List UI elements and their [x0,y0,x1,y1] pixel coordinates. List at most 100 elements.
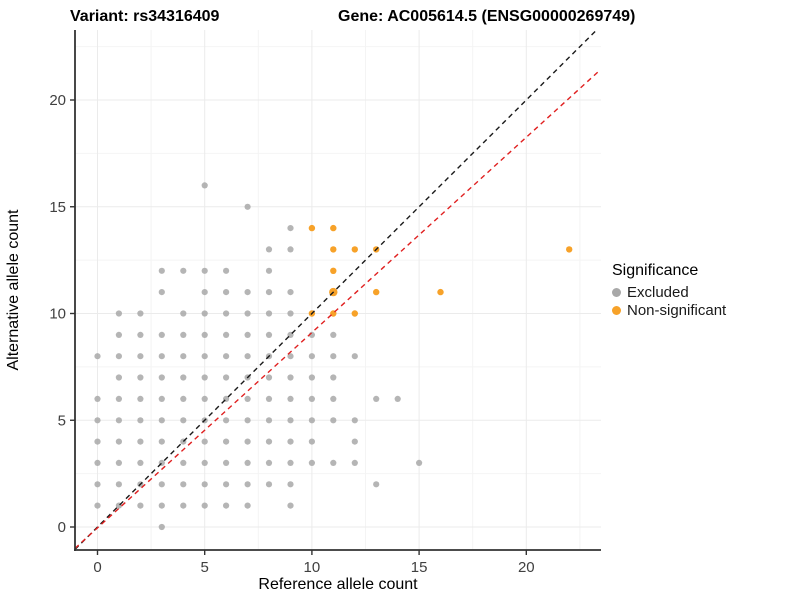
x-axis-label: Reference allele count [258,576,418,593]
data-point-excluded [158,289,165,296]
data-point-excluded [115,459,122,466]
data-point-excluded [201,438,208,445]
data-point-excluded [223,481,230,488]
data-point-excluded [180,374,187,381]
y-tick-label: 0 [58,519,66,536]
data-point-excluded [265,374,273,381]
data-point-excluded [287,353,294,360]
data-point-excluded [137,502,144,509]
data-point-excluded [201,331,208,338]
data-point-excluded [330,459,337,466]
data-point-excluded [265,438,273,445]
data-point-excluded [394,395,401,402]
data-point-excluded [115,374,122,381]
legend: Significance Excluded Non-significant [612,262,726,319]
data-point-excluded [287,395,294,402]
data-point-excluded [330,353,337,360]
data-point-excluded [201,353,208,360]
y-tick-label: 15 [49,199,66,216]
data-point-excluded [223,353,230,360]
data-point-excluded [244,417,251,424]
data-point-excluded [94,481,101,488]
data-point-excluded [94,417,101,424]
data-point-excluded [201,374,208,381]
data-point-excluded [201,310,208,317]
legend-label-excluded: Excluded [627,284,689,301]
fitted-line [75,71,599,549]
data-point-excluded [180,353,187,360]
data-point-excluded [201,459,208,466]
data-point-non-significant [330,246,337,253]
data-point-excluded [223,289,230,296]
legend-title: Significance [612,262,699,279]
data-point-excluded [223,459,230,466]
data-point-excluded [158,353,165,360]
data-point-excluded [244,481,251,488]
data-point-excluded [244,310,251,317]
data-point-excluded [115,353,122,360]
data-point-excluded [137,395,144,402]
legend-item-excluded: Excluded [612,284,726,301]
data-point-excluded [223,374,230,381]
data-point-excluded [287,417,294,424]
data-point-excluded [244,438,251,445]
data-point-excluded [351,353,358,360]
data-point-excluded [158,502,165,509]
data-point-excluded [223,267,230,274]
data-point-excluded [137,353,144,360]
data-point-excluded [137,374,144,381]
data-point-excluded [287,310,294,317]
data-point-excluded [94,438,101,445]
data-point-excluded [158,523,165,531]
data-point-excluded [287,225,294,232]
data-point-excluded [244,395,251,402]
data-point-excluded [308,353,315,360]
data-point-excluded [137,331,144,338]
data-point-excluded [265,481,273,488]
data-point-excluded [180,459,187,466]
data-point-excluded [244,502,251,509]
data-point-excluded [244,289,251,296]
data-point-excluded [265,331,273,338]
data-point-excluded [351,438,358,445]
data-point-excluded [201,182,208,189]
data-point-excluded [223,310,230,317]
data-point-excluded [137,310,144,317]
data-point-excluded [201,395,208,402]
data-point-excluded [265,310,273,317]
data-point-excluded [158,374,165,381]
data-point-excluded [308,438,315,445]
data-point-excluded [351,459,358,466]
data-point-excluded [223,417,230,424]
identity-line [75,30,598,550]
data-point-excluded [201,502,208,509]
data-point-excluded [180,481,187,488]
data-point-excluded [244,353,251,360]
data-point-excluded [265,417,273,424]
data-point-excluded [351,417,358,424]
data-point-excluded [330,331,337,338]
x-tick-label: 15 [411,559,428,576]
data-point-excluded [265,459,273,466]
data-point-excluded [94,395,101,402]
data-point-excluded [158,438,165,445]
x-tick-label: 5 [201,559,209,576]
data-point-excluded [287,459,294,466]
data-point-excluded [94,353,101,360]
data-point-excluded [287,374,294,381]
data-point-excluded [201,289,208,296]
data-point-excluded [115,395,122,402]
data-point-excluded [137,417,144,424]
data-point-excluded [137,438,144,445]
data-point-excluded [180,267,187,274]
data-point-excluded [308,395,315,402]
data-point-excluded [94,502,101,509]
data-point-excluded [287,481,294,488]
data-point-excluded [115,417,122,424]
data-point-excluded [137,459,144,466]
data-point-excluded [94,459,101,466]
y-tick-label: 20 [49,92,66,109]
y-axis-label: Alternative allele count [5,209,22,371]
variant-title: Variant: rs34316409 [70,8,220,25]
